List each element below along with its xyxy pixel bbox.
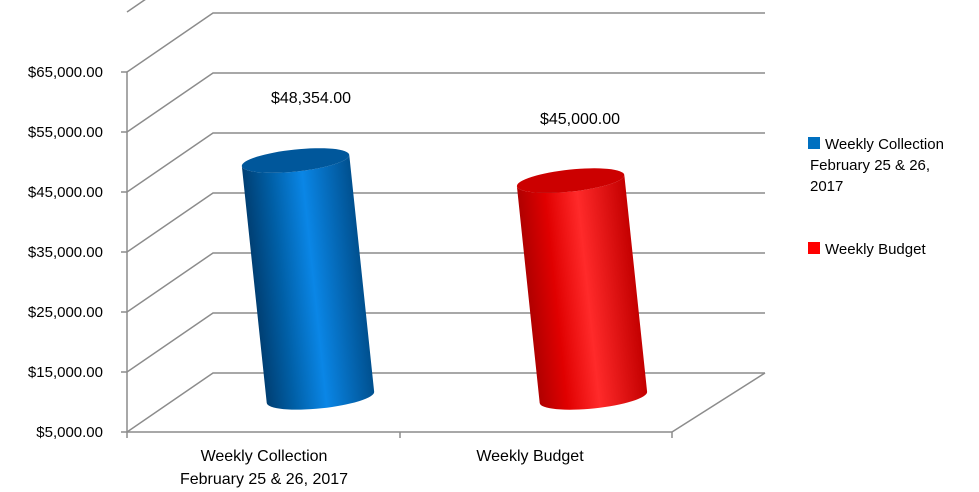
y-tick-label: $45,000.00 [28,184,103,201]
bar-body[interactable] [516,174,648,414]
bar[interactable] [516,164,648,414]
bar[interactable] [241,144,376,414]
legend-label: Weekly Collection [825,136,944,153]
legend-item: Weekly Budget [808,241,926,258]
label-layer: $5,000.00 $15,000.00 $25,000.00 $35,000.00 $… [28,64,620,488]
grid-layer [126,0,765,433]
category-label: Weekly Budget [476,448,584,465]
bar-top[interactable] [241,144,351,177]
category-label: Weekly Collection [201,448,328,465]
legend-label: February 25 & 26, [810,157,930,174]
floor-edge [671,372,766,433]
gridline [126,12,765,73]
y-tick-label: $55,000.00 [28,124,103,141]
gridline [126,252,765,313]
gridline [126,132,765,193]
bar-top[interactable] [516,164,626,197]
legend-swatch [808,242,820,254]
gridline [126,312,765,373]
y-tick-label: $35,000.00 [28,244,103,261]
gridline [126,372,765,433]
axis-layer [121,71,766,438]
legend-label: Weekly Budget [825,241,926,258]
y-tick-label: $25,000.00 [28,304,103,321]
legend-item: Weekly Collection February 25 & 26, 2017 [808,136,944,195]
bar-body[interactable] [241,154,375,414]
gridline [126,0,146,13]
category-label: February 25 & 26, 2017 [180,471,348,488]
gridline [126,192,765,253]
legend-swatch [808,137,820,149]
gridline [126,72,765,133]
y-tick-label: $65,000.00 [28,64,103,81]
y-tick-label: $15,000.00 [28,364,103,381]
y-tick-label: $5,000.00 [36,424,103,441]
bar-layer [241,144,648,414]
data-label: $45,000.00 [540,111,620,128]
legend-label: 2017 [810,178,843,195]
data-label: $48,354.00 [271,90,351,107]
